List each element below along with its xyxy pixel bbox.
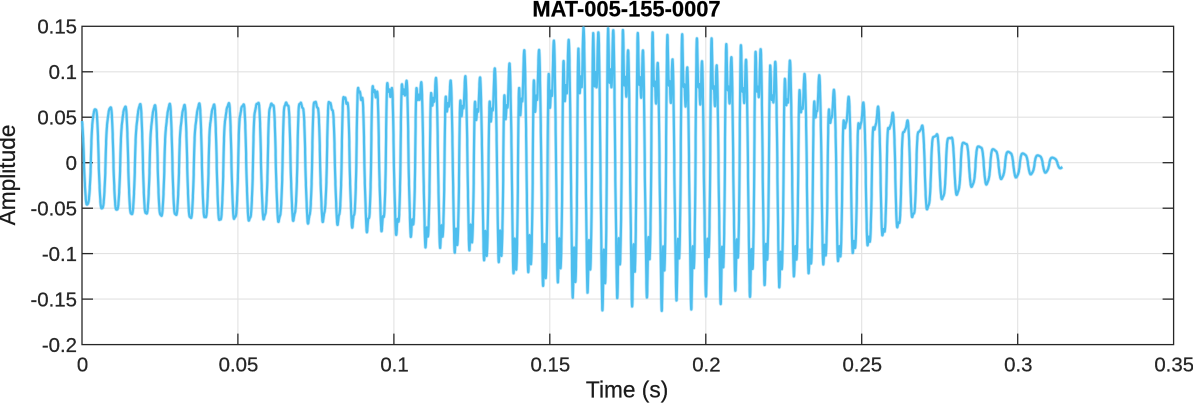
svg-text:Amplitude: Amplitude [0, 125, 20, 226]
svg-text:0: 0 [66, 153, 77, 175]
svg-text:0.1: 0.1 [380, 355, 408, 377]
svg-text:-0.05: -0.05 [31, 198, 77, 220]
svg-text:0.35: 0.35 [1154, 355, 1193, 377]
svg-text:0: 0 [77, 355, 88, 377]
svg-text:0.15: 0.15 [531, 355, 571, 377]
svg-text:0.25: 0.25 [842, 355, 882, 377]
svg-text:0.3: 0.3 [1004, 355, 1032, 377]
svg-text:-0.15: -0.15 [31, 289, 77, 311]
svg-text:0.2: 0.2 [692, 355, 720, 377]
svg-text:Time (s): Time (s) [586, 377, 668, 403]
svg-text:MAT-005-155-0007: MAT-005-155-0007 [532, 0, 720, 22]
svg-text:0.05: 0.05 [219, 355, 259, 377]
svg-text:-0.1: -0.1 [42, 244, 77, 266]
svg-text:0.05: 0.05 [37, 107, 77, 129]
svg-text:0.15: 0.15 [37, 17, 77, 39]
svg-text:0.1: 0.1 [49, 62, 77, 84]
svg-text:-0.2: -0.2 [42, 335, 77, 357]
